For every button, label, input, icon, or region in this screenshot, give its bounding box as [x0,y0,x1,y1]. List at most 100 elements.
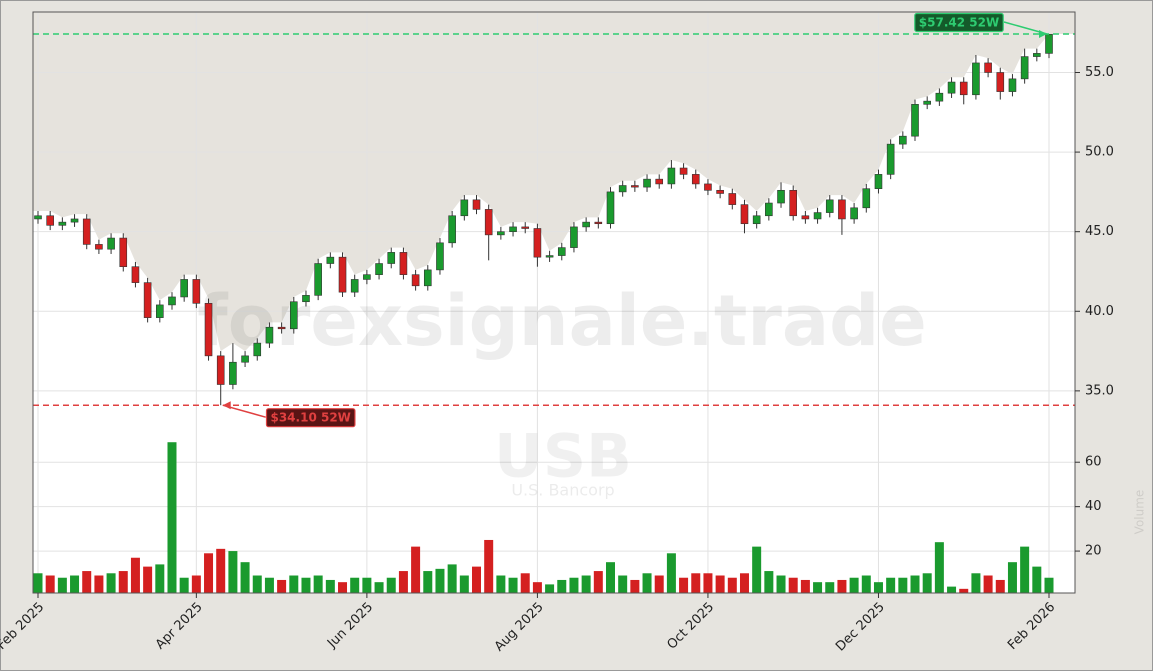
volume-bar [1044,577,1054,593]
marks-layer [33,33,1054,593]
candle-body [350,279,359,293]
candle-body [180,279,188,298]
volume-bar [813,582,823,593]
candle-body [1020,56,1029,80]
y-tick-label: 40 [1085,499,1102,514]
volume-bar [922,573,932,593]
volume-bar [776,575,786,593]
volume-bar [228,551,238,593]
volume-bar [703,573,713,593]
candle-body [984,62,992,73]
volume-bar [435,568,445,593]
volume-bar [605,562,615,593]
volume-bar [934,542,944,593]
candle-body [107,237,115,250]
candle-body [411,274,420,287]
shade-layer [33,12,1075,352]
volume-bar [216,548,226,593]
volume-bar [325,579,335,593]
volume-bar [861,575,871,593]
candle-body [156,304,164,318]
volume-bar [593,571,603,593]
volume-bar [191,575,201,593]
volume-bar [118,571,128,593]
candle-body [253,342,262,357]
candle-body [679,167,688,175]
y-tick-label: 50.0 [1085,145,1114,160]
volume-bar [130,557,140,593]
candle-body [959,81,968,96]
volume-bar [398,571,408,593]
volume-bar [837,579,847,593]
candle-body [277,326,286,330]
candle-body [789,189,798,217]
volume-bar [94,575,104,593]
watermark: forexsignale.trade [197,280,926,362]
volume-bar [496,575,506,593]
candle-body [691,174,700,185]
volume-bar [374,582,384,593]
candle-body [34,215,42,220]
candle-body [436,242,444,271]
candle-body [363,274,371,280]
y-tick-label: 45.0 [1085,224,1114,239]
candle-body [716,189,724,194]
candle-body [509,226,517,232]
candle-body [996,72,1005,92]
candle-body [497,231,505,236]
candle-body [460,199,469,217]
candle-body [216,355,225,385]
candle-body [472,199,481,210]
volume-bar [679,577,689,593]
volume-bar [106,573,116,593]
volume-bar [508,577,518,593]
volume-bar [898,577,908,593]
volume-bar [362,577,372,593]
volume-bar [33,573,43,593]
volume-bar [82,571,92,593]
volume-bar [143,566,153,593]
candle-body [82,218,91,245]
candle-body [631,185,639,188]
candle-body [70,218,79,223]
candle-body [95,244,103,250]
annotation-label: $57.42 52W [919,15,999,29]
candle-body [229,361,237,385]
volume-bar [411,546,421,593]
volume-bar [167,442,177,593]
volume-axis-label: Volume [1133,490,1147,535]
volume-bar [472,566,482,593]
volume-bar [1032,566,1042,593]
volume-bar [995,579,1005,593]
annotation-label: $34.10 52W [270,411,350,425]
volume-bar [70,575,80,593]
candle-body [375,263,383,275]
volume-bar [545,584,555,593]
price-shade [33,12,1075,352]
candle-body [241,355,249,363]
candle-body [850,207,858,220]
candle-body [58,221,67,226]
candle-body [862,188,871,209]
grid-layer [33,12,1075,593]
candle-body [289,301,298,330]
candle-body [302,295,310,303]
candle-body [423,269,432,287]
candle-body [265,326,274,344]
plot-border [32,11,1076,594]
volume-bar [289,575,299,593]
candle-body [582,221,590,228]
volume-bar [910,575,920,593]
candle-body [192,279,201,304]
volume-bar [447,564,457,593]
volume-bar [386,577,396,593]
volume-bar [569,577,579,593]
volume-bar [57,577,67,593]
volume-bar [886,577,896,593]
candle-body [765,202,773,217]
candle-body [667,167,676,185]
candle-body [484,209,493,236]
arrow-head [1039,29,1047,38]
candle-body [825,199,834,213]
company: U.S. Bancorp [511,481,614,500]
